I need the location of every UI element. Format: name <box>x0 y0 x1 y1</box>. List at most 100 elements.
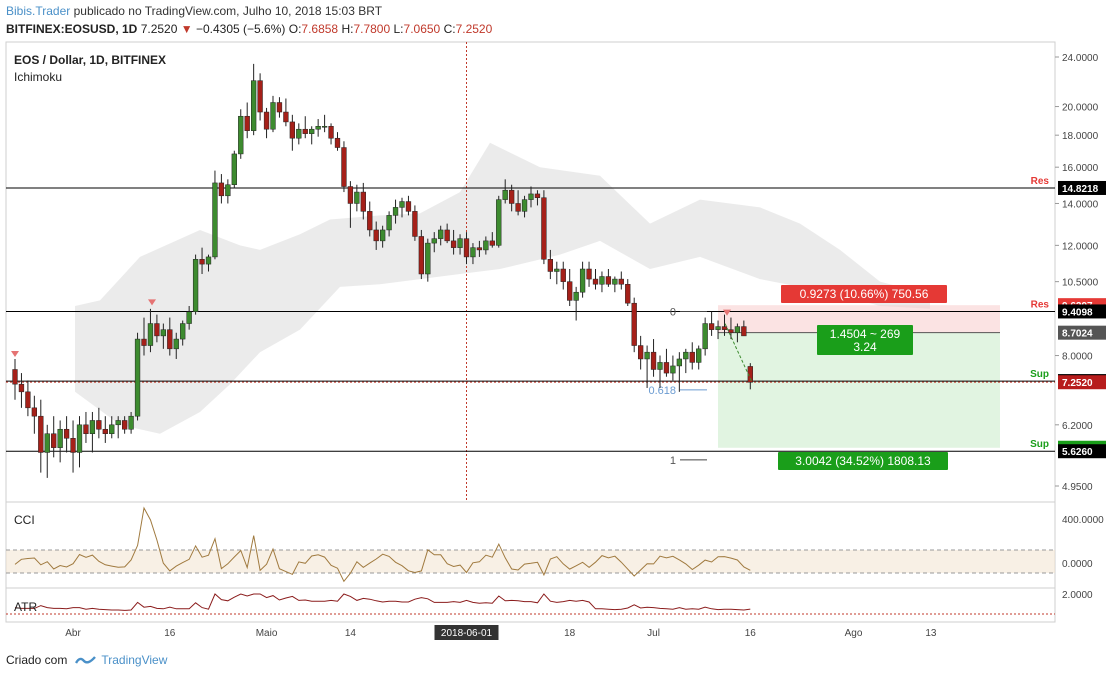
candle-body <box>541 197 547 260</box>
atr-label[interactable]: ATR <box>14 600 38 614</box>
cci-tick-label: 400.0000 <box>1062 515 1104 526</box>
ichimoku-cloud <box>75 142 930 434</box>
candle-body <box>347 186 354 204</box>
time-label: Abr <box>65 628 81 639</box>
candle-body <box>380 229 386 242</box>
publication-header: Bibis.Trader publicado no TradingView.co… <box>6 4 382 18</box>
price-change: −0.4305 (−5.6%) <box>195 22 286 36</box>
candle-body <box>399 201 405 208</box>
candle-body <box>205 256 212 265</box>
candle-body <box>683 351 689 360</box>
time-label-bg <box>434 625 499 640</box>
author-link[interactable]: Bibis.Trader <box>6 4 71 18</box>
candle-body <box>367 211 373 231</box>
price-label-bg <box>1058 444 1106 459</box>
candle-body <box>154 323 160 337</box>
candle-body <box>270 102 276 130</box>
candle-body <box>115 420 121 426</box>
ohlc-low-label: L: <box>393 22 404 36</box>
candle-body <box>225 184 231 197</box>
price-label-bg <box>1058 180 1106 195</box>
candle-body <box>547 259 554 272</box>
candle-body <box>644 351 650 360</box>
signal-marker-icon <box>11 350 19 357</box>
candle-body <box>360 191 366 212</box>
candle-body <box>425 242 431 275</box>
price-tick-label: 6.2000 <box>1062 421 1093 432</box>
tradingview-brand: TradingView <box>101 653 168 667</box>
candle-body <box>438 229 444 239</box>
candle-body <box>141 338 147 346</box>
candle-body <box>618 278 624 285</box>
candle-body <box>251 80 257 131</box>
price-tick-label: 12.0000 <box>1062 241 1099 252</box>
fib-label: 0.618 <box>648 385 676 397</box>
candle-body <box>405 201 412 212</box>
price-tick-label: 10.5000 <box>1062 278 1099 289</box>
footer: Criado com TradingView <box>6 653 167 667</box>
candle-body <box>109 424 115 434</box>
candle-body <box>18 383 25 393</box>
indicator-name[interactable]: Ichimoku <box>14 70 63 84</box>
candle-body <box>612 278 618 285</box>
candle-body <box>625 283 631 304</box>
time-label: 14 <box>345 628 357 639</box>
price-label: 14.8218 <box>1062 184 1099 195</box>
candle-body <box>341 147 347 187</box>
candle-body <box>650 351 657 370</box>
cci-pane <box>5 501 1056 589</box>
position-label: 3.24 <box>853 340 877 354</box>
candle-body <box>676 358 683 367</box>
candle-body <box>192 259 199 312</box>
ohlc-close-label: C: <box>443 22 456 36</box>
candle-body <box>502 189 508 200</box>
created-with: Criado com <box>6 653 68 667</box>
fib-label: 0 <box>670 306 676 318</box>
ohlc-close: 7.2520 <box>455 22 493 36</box>
candle-body <box>160 329 166 337</box>
ohlc-open: 7.6858 <box>301 22 339 36</box>
position-label-box <box>817 325 913 355</box>
position-label: 3.0042 (34.52%) 1808.13 <box>795 454 931 468</box>
candle-body <box>496 199 502 246</box>
candle-body <box>315 126 321 130</box>
candle-body <box>412 211 418 237</box>
candle-body <box>470 247 476 258</box>
candle-body <box>592 278 599 285</box>
candle-body <box>83 424 89 434</box>
candle-body <box>231 153 237 185</box>
candle-body <box>392 207 399 216</box>
atr-pane <box>5 587 1056 623</box>
ohlc-high: 7.7800 <box>353 22 391 36</box>
price-label-bg <box>1058 304 1106 319</box>
price-tick-label: 24.0000 <box>1062 53 1099 64</box>
published-text: publicado no TradingView.com, Julho 10, … <box>73 4 383 18</box>
candle-body <box>386 215 392 231</box>
candle-body <box>167 329 173 350</box>
candle-body <box>708 323 715 330</box>
cci-label[interactable]: CCI <box>14 513 35 527</box>
position-label: 1.4504 ~ 269 <box>830 327 901 341</box>
candle-body <box>373 229 379 242</box>
tradingview-link[interactable]: TradingView <box>75 653 167 667</box>
price-label-bg <box>1058 375 1106 390</box>
candle-body <box>702 323 708 350</box>
candle-body <box>122 420 128 430</box>
position-label: 0.9273 (10.66%) 750.56 <box>800 287 929 301</box>
projection-line <box>724 323 753 383</box>
candle-body <box>180 323 186 340</box>
position-label-box <box>781 285 947 303</box>
candle-body <box>573 291 579 301</box>
time-label: 16 <box>164 628 176 639</box>
atr-tick-label: 2.0000 <box>1062 590 1093 601</box>
ohlc-low: 7.0650 <box>403 22 441 36</box>
candle-body <box>696 348 702 363</box>
candle-body <box>302 128 308 134</box>
candle-body <box>12 369 18 385</box>
candle-body <box>134 338 141 417</box>
candle-body <box>599 276 605 285</box>
tradingview-logo-icon <box>75 656 97 664</box>
price-tick-label: 16.0000 <box>1062 163 1099 174</box>
candle-body <box>476 247 483 251</box>
